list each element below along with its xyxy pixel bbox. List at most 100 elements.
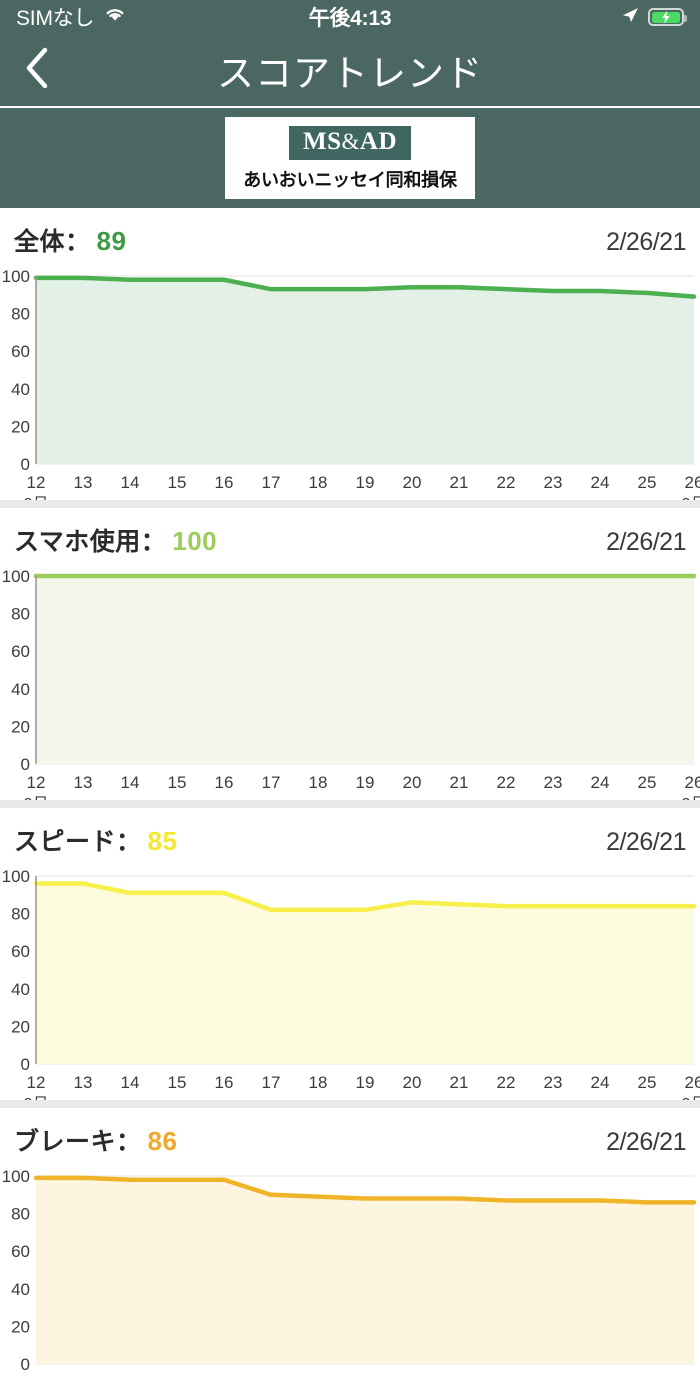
card-header-left: スピード： 85: [14, 822, 177, 858]
x-axis-tick-label: 23: [544, 1073, 563, 1092]
x-axis-tick-label: 20: [403, 473, 422, 492]
x-axis-month-label: 2月: [24, 796, 49, 800]
score-card-phone-use[interactable]: スマホ使用： 100 2/26/21 0 20 40 60 80 100 12 13 14 15 1…: [0, 508, 700, 800]
y-axis-tick-label: 0: [21, 455, 30, 474]
x-axis-tick-label: 19: [356, 473, 375, 492]
x-axis-tick-label: 12: [27, 773, 46, 792]
chevron-left-icon: [23, 46, 51, 95]
y-axis-tick-label: 100: [2, 267, 30, 286]
x-axis-tick-label: 26: [685, 773, 700, 792]
trend-chart-overall[interactable]: 0 20 40 60 80 100 12 13 14 15 16 17 18 19 20 21 22 23 24 25…: [0, 266, 700, 500]
x-axis-tick-label: 23: [544, 773, 563, 792]
card-header-left: 全体： 89: [14, 222, 126, 258]
y-axis-tick-label: 80: [11, 605, 30, 624]
msad-logo-subtitle: あいおいニッセイ同和損保: [243, 169, 457, 190]
x-axis-tick-label: 13: [74, 473, 93, 492]
score-card-overall[interactable]: 全体： 89 2/26/21 0 20 40 60 80 100 12 13 14 15 16 17 1…: [0, 208, 700, 500]
score-card-brake[interactable]: ブレーキ： 86 2/26/21 0 20 40 60 80 100: [0, 1108, 700, 1400]
y-axis-tick-label: 100: [2, 567, 30, 586]
wifi-icon: [103, 5, 127, 29]
msad-logo-amp: &: [341, 129, 360, 155]
trend-chart-brake[interactable]: 0 20 40 60 80 100: [0, 1166, 700, 1400]
y-axis-tick-label: 0: [21, 1055, 30, 1074]
card-score: 89: [96, 226, 127, 256]
x-axis-tick-label: 16: [215, 473, 234, 492]
x-axis-tick-label: 26: [685, 473, 700, 492]
y-axis-tick-label: 60: [11, 342, 30, 361]
x-axis-month-label: 2月: [24, 1096, 49, 1100]
status-bar-left: SIMなし: [16, 2, 127, 32]
msad-logo-mark: MS&AD: [289, 126, 411, 160]
card-header: スピード： 85 2/26/21: [0, 808, 700, 866]
card-header: ブレーキ： 86 2/26/21: [0, 1108, 700, 1166]
card-header-left: スマホ使用： 100: [14, 522, 217, 558]
x-axis-month-label: 2月: [682, 496, 700, 500]
x-axis-tick-label: 24: [591, 1073, 610, 1092]
card-header-left: ブレーキ： 86: [14, 1122, 177, 1158]
chart-area-fill: [36, 883, 694, 1064]
x-axis-tick-label: 22: [497, 1073, 516, 1092]
msad-logo-ad: AD: [359, 128, 397, 156]
score-trend-list: 全体： 89 2/26/21 0 20 40 60 80 100 12 13 14 15 16 17 1…: [0, 208, 700, 1400]
x-axis-tick-label: 24: [591, 773, 610, 792]
x-axis-tick-label: 17: [262, 1073, 281, 1092]
x-axis-tick-label: 14: [121, 473, 140, 492]
location-arrow-icon: [620, 5, 640, 30]
chart-area-fill: [36, 1177, 694, 1364]
y-axis-tick-label: 0: [21, 755, 30, 774]
x-axis-tick-label: 16: [215, 773, 234, 792]
chart-svg: 0 20 40 60 80 100 12 13 14 15 16 17 18 19 20 21 22 23 24 25…: [2, 267, 700, 500]
x-axis-tick-label: 17: [262, 473, 281, 492]
y-axis-tick-label: 80: [11, 305, 30, 324]
trend-chart-speed[interactable]: 0 20 40 60 80 100 12 13 14 15 16 17 18 19 20 21 22 23 24 25…: [0, 866, 700, 1100]
card-score: 100: [172, 526, 218, 556]
y-axis-tick-label: 20: [11, 1317, 30, 1336]
x-axis-tick-label: 23: [544, 473, 563, 492]
chart-trend-line: [33, 881, 697, 913]
card-title: ブレーキ：: [14, 1128, 142, 1156]
x-axis-tick-label: 25: [638, 1073, 657, 1092]
card-score: 85: [147, 826, 178, 856]
card-title: スマホ使用：: [14, 528, 167, 556]
x-axis-tick-label: 21: [450, 773, 469, 792]
card-title: 全体：: [14, 228, 91, 256]
y-axis-tick-label: 40: [11, 1280, 30, 1299]
card-date: 2/26/21: [606, 228, 686, 256]
x-axis-tick-label: 24: [591, 473, 610, 492]
y-axis-tick-label: 20: [11, 417, 30, 436]
x-axis-tick-label: 25: [638, 773, 657, 792]
sponsor-banner[interactable]: MS&AD あいおいニッセイ同和損保: [0, 108, 700, 208]
y-axis-tick-label: 40: [11, 380, 30, 399]
x-axis-tick-label: 19: [356, 1073, 375, 1092]
x-axis-tick-label: 17: [262, 773, 281, 792]
status-bar-right: [620, 5, 687, 30]
y-axis-tick-label: 40: [11, 980, 30, 999]
x-axis-month-label: 2月: [24, 496, 49, 500]
chart-trend-line: [33, 275, 697, 299]
status-bar: SIMなし 午後4:13: [0, 0, 700, 34]
x-axis-tick-label: 12: [27, 1073, 46, 1092]
x-axis-tick-label: 19: [356, 773, 375, 792]
x-axis-tick-label: 13: [74, 1073, 93, 1092]
battery-charging-icon: [648, 8, 687, 26]
trend-chart-phone-use[interactable]: 0 20 40 60 80 100 12 13 14 15 16 17 18 19 20 21 22 23 24 25…: [0, 566, 700, 800]
card-title: スピード：: [14, 828, 142, 856]
y-axis-tick-label: 40: [11, 680, 30, 699]
x-axis-tick-label: 21: [450, 1073, 469, 1092]
chart-area-fill: [36, 576, 694, 764]
x-axis-tick-label: 18: [309, 473, 328, 492]
x-axis-tick-label: 14: [121, 773, 140, 792]
x-axis-tick-label: 13: [74, 773, 93, 792]
chart-svg: 0 20 40 60 80 100 12 13 14 15 16 17 18 19 20 21 22 23 24 25…: [2, 567, 700, 800]
score-card-speed[interactable]: スピード： 85 2/26/21 0 20 40 60 80 100 12 13 14 15 16 1…: [0, 808, 700, 1100]
x-axis-tick-label: 15: [168, 473, 187, 492]
back-button[interactable]: [0, 33, 74, 107]
y-axis-tick-label: 80: [11, 1205, 30, 1224]
chart-area-fill: [36, 277, 694, 464]
x-axis-tick-label: 16: [215, 1073, 234, 1092]
y-axis-tick-label: 80: [11, 905, 30, 924]
x-axis-tick-label: 20: [403, 1073, 422, 1092]
y-axis-tick-label: 60: [11, 642, 30, 661]
page-title: スコアトレンド: [217, 53, 483, 94]
x-axis-tick-label: 18: [309, 1073, 328, 1092]
